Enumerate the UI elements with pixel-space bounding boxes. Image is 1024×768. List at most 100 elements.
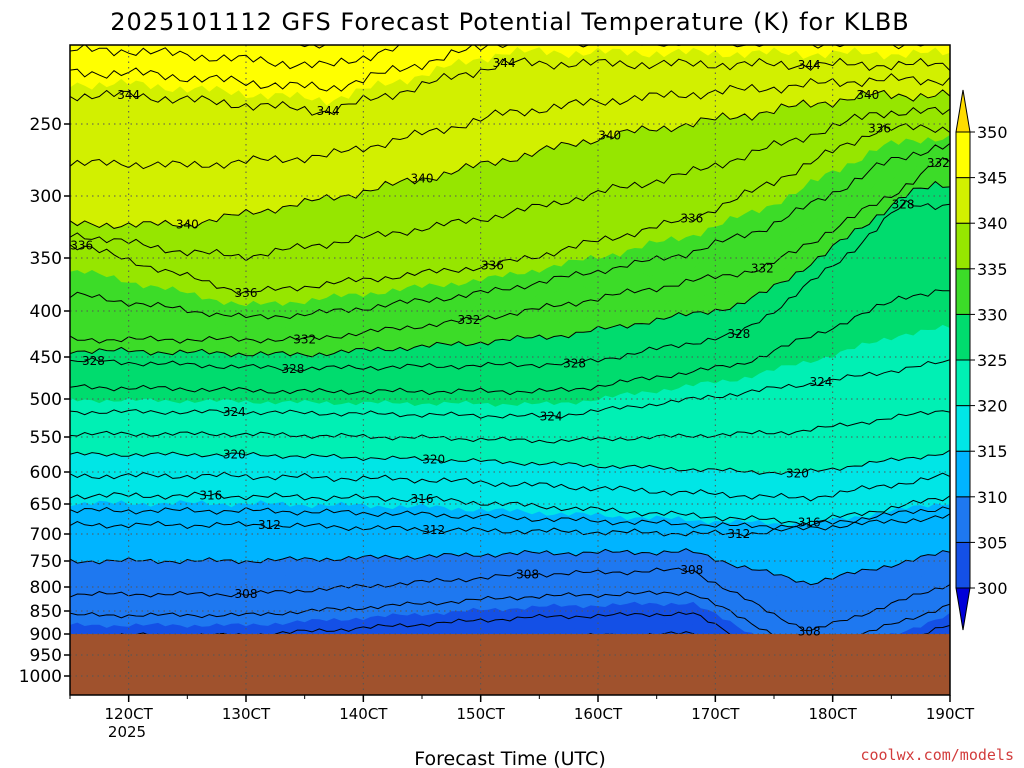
plot-area: 344 344 344 344 340 340 340 340 336 336 336 336 336 3…	[70, 45, 950, 695]
x-tick-label: 190CT	[926, 705, 975, 723]
x-axis-title: Forecast Time (UTC)	[414, 748, 605, 768]
contour-310	[70, 548, 950, 586]
y-tick-label: 500	[30, 390, 62, 410]
y-tick-label: 950	[30, 646, 62, 666]
colorbar-segment	[955, 268, 971, 315]
contour-label: 324	[223, 405, 246, 419]
contour-label: 328	[82, 354, 105, 368]
y-tick-label: 300	[30, 187, 62, 207]
colorbar-segment	[955, 450, 971, 498]
y-tick-label: 250	[30, 115, 62, 135]
x-tick-label: 140CT	[339, 705, 388, 723]
contour-316	[70, 491, 950, 527]
x-axis-year-label: 2025	[108, 723, 146, 741]
colorbar-segment	[955, 131, 971, 179]
colorbar-tick-label: 300	[977, 579, 1008, 598]
contour-314	[70, 506, 950, 530]
contour-label: 312	[727, 527, 750, 541]
contour-labels: 344 344 344 344 340 340 340 340 336 336 336 336 336 3…	[70, 56, 949, 639]
plot-frame	[69, 44, 951, 696]
x-tick-label: 150CT	[457, 705, 506, 723]
colorbar-segment	[955, 359, 971, 407]
contour-label: 316	[199, 489, 222, 503]
contour-label: 312	[422, 523, 445, 537]
contour-340	[70, 89, 950, 229]
contour-312	[70, 513, 950, 538]
contour-label: 316	[411, 492, 434, 506]
theta-contours	[70, 45, 950, 679]
contour-label: 340	[856, 88, 879, 102]
y-tick-label: 400	[30, 302, 62, 322]
colorbar-extend-top	[955, 89, 971, 133]
contour-label: 324	[809, 375, 832, 389]
contour-346	[70, 45, 927, 92]
contour-label: 340	[176, 218, 199, 232]
contour-label: 336	[70, 239, 93, 253]
x-tick-label: 120CT	[105, 705, 154, 723]
contour-label: 344	[798, 58, 821, 72]
colorbar-tick-label: 310	[977, 488, 1008, 507]
contour-336	[70, 123, 950, 296]
contour-label: 344	[493, 56, 516, 70]
contour-label: 320	[422, 452, 445, 466]
y-tick-label: 900	[30, 625, 62, 645]
contour-label: 308	[680, 563, 703, 577]
contour-label: 324	[540, 409, 563, 423]
x-axis: 120CT 130CT 140CT 150CT 160CT 170CT 180CT 190CT	[69, 695, 975, 723]
colorbar-extend-bottom	[955, 587, 971, 631]
colorbar-segment	[955, 313, 971, 361]
colorbar-tick-label: 330	[977, 305, 1008, 324]
contour-label: 320	[786, 466, 809, 480]
colorbar-tick-label: 335	[977, 260, 1008, 279]
contour-318	[70, 471, 950, 502]
contour-332	[70, 157, 950, 344]
contour-label: 328	[892, 198, 915, 212]
colorbar-segment	[955, 405, 971, 452]
contour-label: 332	[457, 313, 480, 327]
contour-326	[70, 289, 950, 396]
y-tick-label: 650	[30, 495, 62, 515]
contour-label: 336	[680, 211, 703, 225]
contour-label: 308	[798, 625, 821, 639]
y-tick-label: 850	[30, 602, 62, 622]
contour-label: 328	[281, 362, 304, 376]
contour-328	[70, 199, 950, 372]
y-tick-label: 1000	[19, 667, 62, 687]
chart-title: 2025101112 GFS Forecast Potential Temper…	[110, 8, 910, 36]
colorbar: 300 305 310 315 320 325 330 335 340 345 350	[955, 89, 1008, 631]
colorbar-segment	[955, 496, 971, 543]
y-tick-label: 700	[30, 525, 62, 545]
colorbar-tick-label: 305	[977, 533, 1008, 552]
colorbar-tick-label: 350	[977, 123, 1008, 142]
contour-label: 344	[317, 104, 340, 118]
colorbar-tick-label: 320	[977, 397, 1008, 416]
colorbar-tick-label: 325	[977, 351, 1008, 370]
y-tick-label: 750	[30, 552, 62, 572]
contour-344	[70, 57, 950, 116]
x-tick-label: 170CT	[691, 705, 740, 723]
contour-label: 328	[727, 327, 750, 341]
y-tick-label: 450	[30, 348, 62, 368]
contour-label: 336	[235, 286, 258, 300]
x-tick-label: 180CT	[809, 705, 858, 723]
x-tick-label: 160CT	[574, 705, 623, 723]
contour-320	[70, 449, 950, 475]
y-tick-label: 600	[30, 463, 62, 483]
colorbar-tick-label: 340	[977, 214, 1008, 233]
y-tick-label: 350	[30, 249, 62, 269]
credit-link[interactable]: coolwx.com/models	[860, 746, 1014, 764]
colorbar-segment	[955, 222, 971, 270]
contour-308	[70, 567, 950, 632]
contour-338	[70, 106, 950, 262]
contour-label: 332	[293, 333, 316, 347]
grid-lines	[70, 45, 950, 695]
contour-342	[70, 73, 950, 170]
contour-label: 308	[516, 568, 539, 582]
contour-348	[70, 45, 400, 70]
contour-322	[70, 410, 950, 444]
x-tick-label: 130CT	[222, 705, 271, 723]
contour-label: 336	[868, 121, 891, 135]
ground-mask	[70, 634, 950, 695]
y-axis: 250 300 350 400 450 500 550 600 650 700 750 800 850 9…	[19, 115, 70, 687]
